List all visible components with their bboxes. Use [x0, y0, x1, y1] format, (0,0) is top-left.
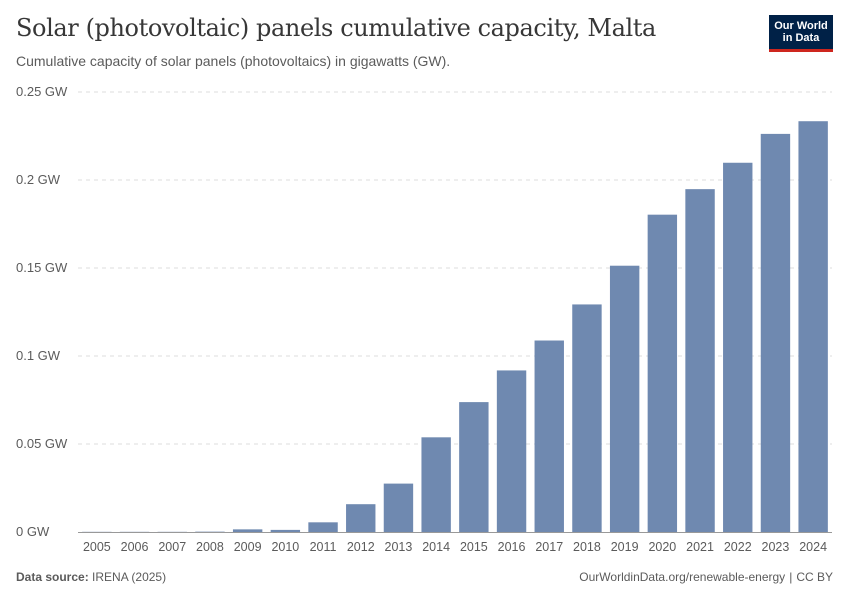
x-tick-label: 2018	[573, 540, 601, 554]
bar-2022[interactable]	[723, 162, 753, 532]
chart-subtitle: Cumulative capacity of solar panels (pho…	[16, 53, 451, 69]
footer-credits: OurWorldinData.org/renewable-energy | CC B…	[579, 570, 833, 584]
x-tick-label: 2007	[158, 540, 186, 554]
x-tick-label: 2015	[460, 540, 488, 554]
x-tick-label: 2019	[611, 540, 639, 554]
bar-2014[interactable]	[421, 437, 451, 532]
x-tick-label: 2016	[498, 540, 526, 554]
bar-2024[interactable]	[798, 121, 828, 532]
license-link[interactable]: CC BY	[796, 570, 833, 584]
x-tick-label: 2009	[234, 540, 262, 554]
y-tick-label: 0.05 GW	[16, 436, 68, 451]
x-tick-label: 2020	[648, 540, 676, 554]
bar-2017[interactable]	[534, 340, 564, 532]
owid-logo[interactable]: Our World in Data	[769, 15, 833, 52]
bar-2018[interactable]	[572, 304, 602, 532]
x-tick-label: 2021	[686, 540, 714, 554]
data-source-link[interactable]: IRENA (2025)	[92, 570, 167, 584]
y-axis-tick-labels: 0 GW 0.05 GW 0.1 GW 0.15 GW 0.2 GW 0.25 GW	[16, 84, 68, 539]
bar-2016[interactable]	[496, 370, 527, 532]
x-tick-label: 2012	[347, 540, 375, 554]
x-tick-label: 2010	[271, 540, 299, 554]
x-tick-label: 2013	[385, 540, 413, 554]
y-tick-label: 0.25 GW	[16, 84, 68, 99]
bar-2008[interactable]	[195, 531, 225, 533]
bar-2010[interactable]	[270, 529, 301, 532]
x-tick-label: 2011	[310, 540, 337, 554]
logo-line-1: Our World	[774, 20, 828, 32]
bar-2011[interactable]	[308, 522, 338, 532]
y-tick-label: 0.15 GW	[16, 260, 68, 275]
x-axis-tick-labels: 2005 2006 2007 2008 2009 2010 2011 2012 2013 2014…	[83, 540, 827, 554]
bar-2012[interactable]	[346, 504, 376, 532]
bar-2019[interactable]	[609, 265, 640, 532]
x-tick-label: 2006	[121, 540, 149, 554]
bar-2021[interactable]	[685, 189, 715, 533]
bar-2015[interactable]	[459, 402, 489, 532]
x-tick-label: 2024	[799, 540, 827, 554]
x-tick-label: 2022	[724, 540, 752, 554]
x-tick-label: 2014	[422, 540, 450, 554]
bar-2020[interactable]	[647, 214, 678, 532]
bar-2009[interactable]	[232, 529, 263, 532]
x-tick-label: 2005	[83, 540, 111, 554]
bars	[82, 121, 828, 533]
y-tick-label: 0.1 GW	[16, 348, 61, 363]
y-tick-label: 0.2 GW	[16, 172, 61, 187]
footer-separator: |	[789, 570, 793, 584]
x-tick-label: 2017	[535, 540, 563, 554]
data-source-label: Data source:	[16, 570, 89, 584]
source-url-link[interactable]: OurWorldinData.org/renewable-energy	[579, 570, 786, 584]
x-tick-label: 2008	[196, 540, 224, 554]
bar-2023[interactable]	[760, 133, 791, 532]
chart-title: Solar (photovoltaic) panels cumulative c…	[16, 14, 656, 42]
bar-2013[interactable]	[383, 483, 414, 532]
x-tick-label: 2023	[762, 540, 790, 554]
logo-line-2: in Data	[782, 32, 820, 44]
y-tick-label: 0 GW	[16, 524, 50, 539]
gridlines	[78, 91, 832, 445]
data-source: Data source: IRENA (2025)	[16, 570, 166, 584]
